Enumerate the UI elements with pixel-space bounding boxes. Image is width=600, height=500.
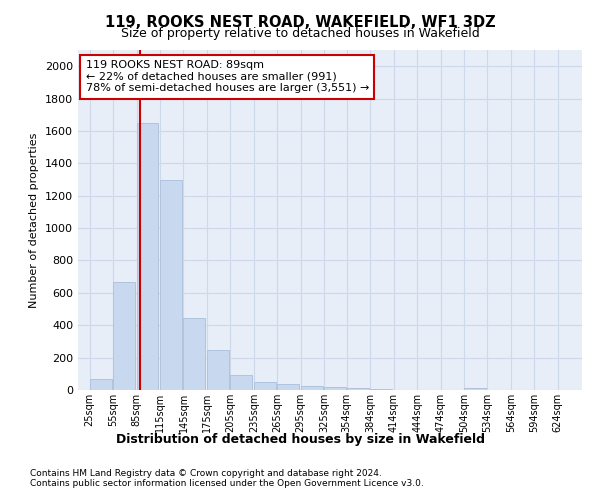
Bar	[90, 380, 112, 390]
Bar	[254, 382, 275, 390]
Bar	[301, 386, 323, 390]
Bar	[277, 384, 299, 390]
Text: Size of property relative to detached houses in Wakefield: Size of property relative to detached ho…	[121, 28, 479, 40]
Bar	[137, 123, 158, 390]
Bar	[160, 180, 182, 390]
Bar	[370, 389, 392, 390]
Bar	[113, 282, 135, 390]
Text: Contains public sector information licensed under the Open Government Licence v3: Contains public sector information licen…	[30, 478, 424, 488]
Bar	[324, 387, 346, 390]
Bar	[230, 376, 252, 390]
Bar	[347, 388, 368, 390]
Bar	[184, 318, 205, 390]
Text: 119 ROOKS NEST ROAD: 89sqm
← 22% of detached houses are smaller (991)
78% of sem: 119 ROOKS NEST ROAD: 89sqm ← 22% of deta…	[86, 60, 369, 94]
Bar	[464, 388, 486, 390]
Text: Distribution of detached houses by size in Wakefield: Distribution of detached houses by size …	[115, 432, 485, 446]
Text: 119, ROOKS NEST ROAD, WAKEFIELD, WF1 3DZ: 119, ROOKS NEST ROAD, WAKEFIELD, WF1 3DZ	[104, 15, 496, 30]
Text: Contains HM Land Registry data © Crown copyright and database right 2024.: Contains HM Land Registry data © Crown c…	[30, 468, 382, 477]
Y-axis label: Number of detached properties: Number of detached properties	[29, 132, 40, 308]
Bar	[207, 350, 229, 390]
